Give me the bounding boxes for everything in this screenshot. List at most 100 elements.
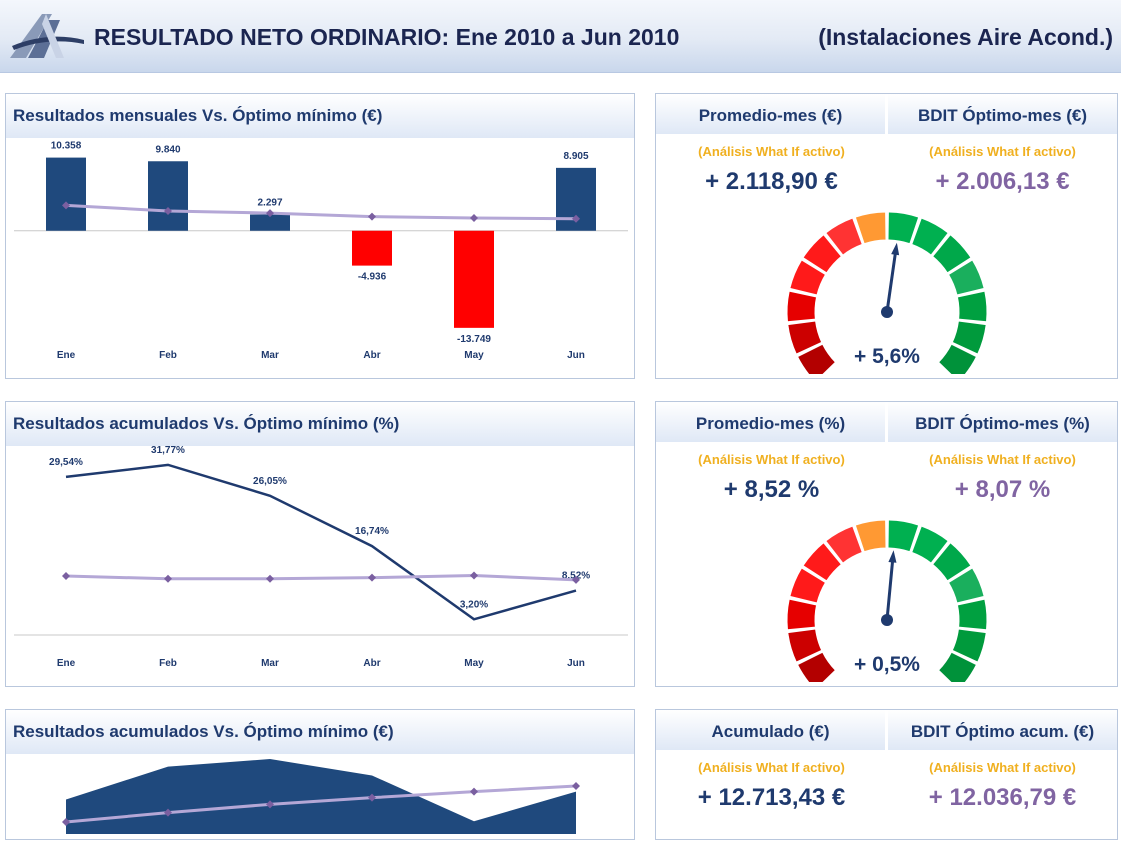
- gauge-segment: [911, 525, 949, 564]
- data-label: -13.749: [457, 334, 491, 345]
- cumulative-percent-panel: Resultados acumulados Vs. Óptimo mínimo …: [5, 401, 635, 687]
- page-title: RESULTADO NETO ORDINARIO: Ene 2010 a Jun…: [94, 24, 680, 50]
- performance-gauge: [786, 211, 988, 374]
- cumulative-value: + 12.713,43 €: [697, 784, 846, 811]
- x-tick-label: Feb: [159, 350, 177, 361]
- gauge-segment: [786, 290, 818, 323]
- gauge-segment: [796, 343, 837, 374]
- bar: [148, 161, 188, 231]
- data-label: 8.905: [563, 151, 588, 162]
- gauge-segment: [937, 651, 978, 682]
- gauge-segment: [789, 567, 827, 604]
- optimum-month-value: + 2.006,13 €: [935, 168, 1070, 195]
- kpi-cumulative-panel: Acumulado (€) BDIT Óptimo acum. (€) (Aná…: [655, 709, 1118, 840]
- x-tick-label: Jun: [567, 350, 585, 361]
- bar: [352, 230, 392, 266]
- optimum-line: [65, 203, 577, 221]
- kpi-left-header: Promedio-mes (€): [656, 94, 885, 134]
- cumulative-euro-panel: Resultados acumulados Vs. Óptimo mínimo …: [5, 709, 635, 840]
- optimum-point: [572, 214, 580, 223]
- gauge-needle: [885, 558, 895, 621]
- gauge-value: + 5,6%: [854, 345, 920, 368]
- optimum-point: [164, 206, 172, 215]
- gauge-segment: [931, 233, 972, 274]
- panel-title: Resultados acumulados Vs. Óptimo mínimo …: [13, 722, 394, 741]
- monthly-results-chart: 10.358 9.840 2.297 -4.936 -13.749 8.905 Ene Feb…: [14, 141, 628, 361]
- whatif-note-right: (Análisis What If activo): [929, 760, 1076, 775]
- gauge-segment: [796, 651, 837, 682]
- x-tick-label: Mar: [261, 350, 279, 361]
- optimum-point: [368, 212, 376, 221]
- optimum-point: [368, 573, 376, 582]
- gauge-segment: [787, 320, 823, 355]
- whatif-note-right: (Análisis What If activo): [929, 144, 1076, 159]
- gauge-segment: [887, 519, 920, 553]
- optimum-point: [266, 209, 274, 218]
- gauge-segment: [786, 598, 818, 631]
- optimum-point: [62, 572, 70, 581]
- x-tick-label: Jun: [567, 658, 585, 669]
- kpi-right-header: BDIT Óptimo acum. (€): [888, 710, 1117, 750]
- gauge-segment: [956, 290, 988, 323]
- optimum-point: [266, 800, 274, 809]
- x-tick-label: May: [464, 658, 484, 669]
- x-tick-label: Ene: [57, 658, 76, 669]
- gauge-needle-tip: [891, 242, 900, 256]
- whatif-note-left: (Análisis What If activo): [698, 452, 845, 467]
- panel-title: Resultados mensuales Vs. Óptimo mínimo (…: [13, 106, 383, 125]
- data-label: 29,54%: [49, 457, 83, 468]
- whatif-note-left: (Análisis What If activo): [698, 144, 845, 159]
- gauge-segment: [802, 233, 843, 274]
- series-line: [65, 463, 577, 621]
- gauge-segment: [789, 259, 827, 296]
- optimum-point: [368, 793, 376, 802]
- optimum-point: [164, 808, 172, 817]
- gauge-segment: [931, 541, 972, 582]
- optimum-point: [470, 787, 478, 796]
- gauge-segment: [854, 211, 887, 245]
- data-label: 3,20%: [460, 599, 488, 610]
- kpi-monthly-percent-panel: Promedio-mes (%) BDIT Óptimo-mes (%) (An…: [655, 401, 1118, 687]
- bar: [46, 157, 86, 231]
- performance-gauge: [786, 519, 988, 682]
- optimum-line: [65, 574, 577, 582]
- x-tick-label: Abr: [363, 658, 380, 669]
- optimum-point: [572, 782, 580, 790]
- x-tick-label: Feb: [159, 658, 177, 669]
- gauge-segment: [947, 567, 985, 604]
- cumulative-area: [66, 759, 576, 834]
- gauge-segment: [825, 217, 863, 256]
- optimum-point: [572, 575, 580, 584]
- gauge-value: + 0,5%: [854, 653, 920, 676]
- data-label: 10.358: [51, 141, 82, 152]
- x-tick-label: Mar: [261, 658, 279, 669]
- gauge-hub: [881, 614, 893, 626]
- optimum-cumulative-value: + 12.036,79 €: [928, 784, 1077, 811]
- x-tick-label: May: [464, 350, 484, 361]
- optimum-point: [62, 201, 70, 210]
- cumulative-percent-chart: 29,54%31,77%26,05%16,74%3,20%8,52%EneFeb…: [14, 445, 628, 669]
- gauge-segment: [911, 217, 949, 256]
- data-label: 2.297: [257, 198, 282, 209]
- gauge-segment: [825, 525, 863, 564]
- gauge-segment: [937, 343, 978, 374]
- gauge-segment: [951, 628, 987, 663]
- header-bar: RESULTADO NETO ORDINARIO: Ene 2010 a Jun…: [0, 0, 1121, 73]
- page-subtitle: (Instalaciones Aire Acond.): [818, 24, 1113, 50]
- gauge-needle: [885, 250, 898, 313]
- gauge-hub: [881, 306, 893, 318]
- data-label: 31,77%: [151, 445, 185, 456]
- bar: [454, 230, 494, 328]
- panel-title: Resultados acumulados Vs. Óptimo mínimo …: [13, 414, 400, 433]
- optimum-point: [470, 214, 478, 223]
- kpi-left-header: Promedio-mes (%): [656, 402, 885, 442]
- gauge-segment: [887, 211, 920, 245]
- whatif-note-left: (Análisis What If activo): [698, 760, 845, 775]
- kpi-left-header: Acumulado (€): [656, 710, 885, 750]
- gauge-segment: [854, 519, 887, 553]
- optimum-point: [164, 574, 172, 583]
- optimum-point: [470, 571, 478, 580]
- whatif-note-right: (Análisis What If activo): [929, 452, 1076, 467]
- gauge-segment: [787, 628, 823, 663]
- data-label: 26,05%: [253, 476, 287, 487]
